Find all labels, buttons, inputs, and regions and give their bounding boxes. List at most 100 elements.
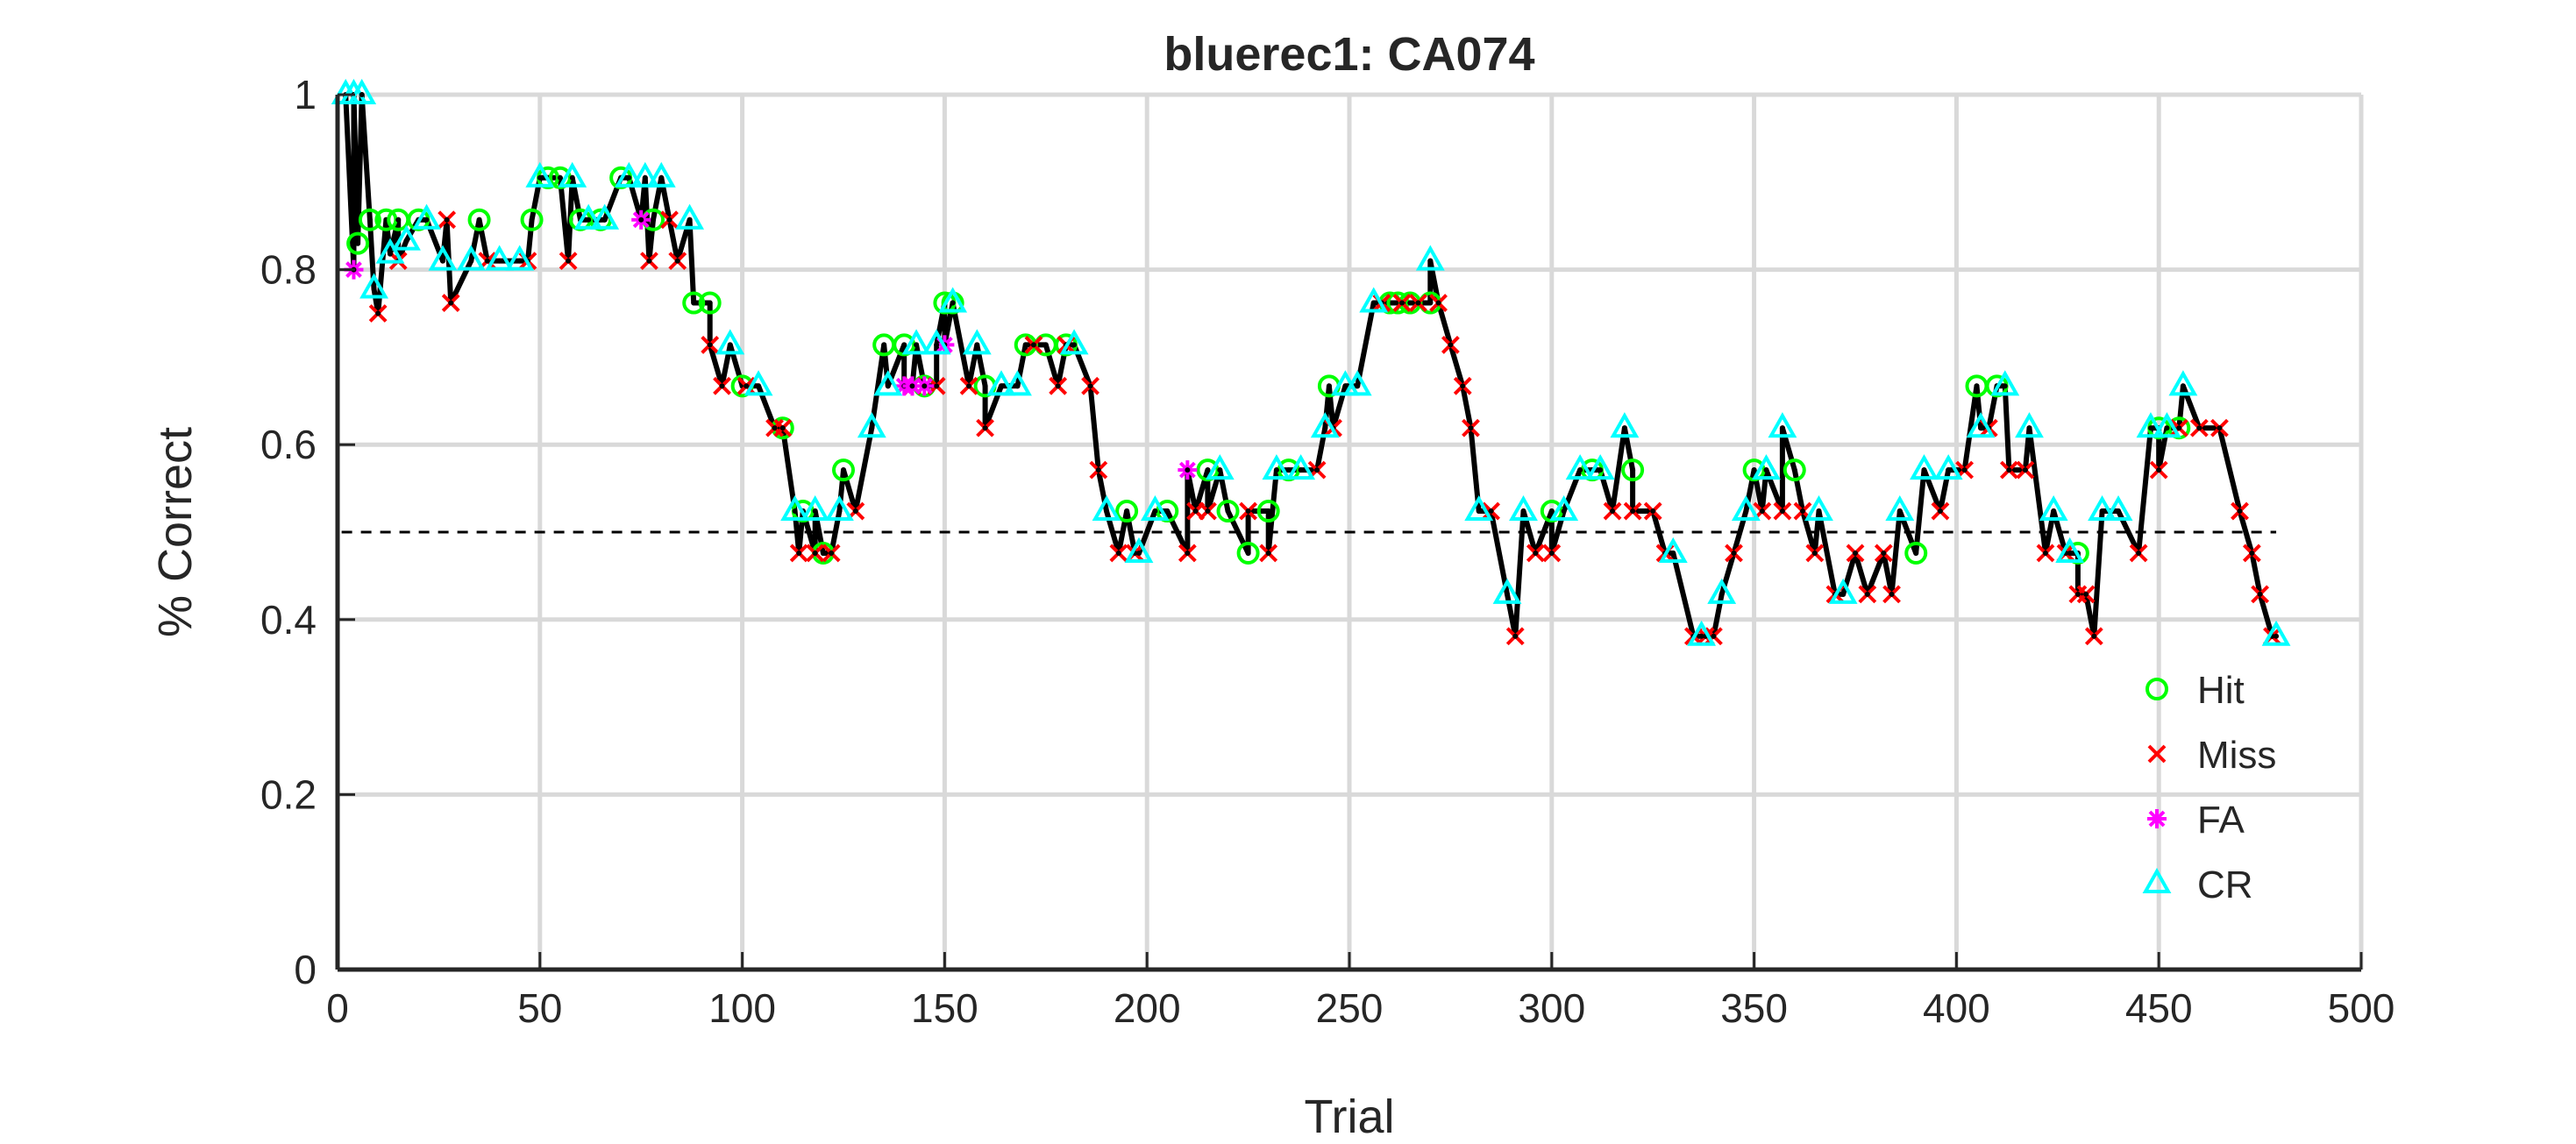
cr-point-dot bbox=[516, 258, 523, 264]
miss-point-dot bbox=[1115, 550, 1121, 556]
hit-marker bbox=[1236, 541, 1260, 565]
legend-label-hit: Hit bbox=[2197, 669, 2245, 712]
hit-point-dot bbox=[395, 217, 402, 223]
fa-point-dot bbox=[922, 383, 928, 389]
hit-point-dot bbox=[691, 300, 697, 306]
cr-marker bbox=[1933, 454, 1963, 480]
x-tick-label: 500 bbox=[2328, 985, 2395, 1031]
miss-point-dot bbox=[744, 383, 750, 389]
cr-point-dot bbox=[934, 342, 940, 348]
cr-marker bbox=[857, 412, 886, 438]
miss-point-dot bbox=[1864, 591, 1870, 597]
cr-point-dot bbox=[1763, 467, 1769, 473]
hit-point-dot bbox=[1913, 550, 1919, 556]
cr-point-dot bbox=[2147, 425, 2153, 431]
cr-marker bbox=[801, 494, 830, 522]
cr-point-dot bbox=[468, 258, 474, 264]
x-tick-label: 100 bbox=[708, 985, 776, 1031]
x-tick-label: 200 bbox=[1114, 985, 1181, 1031]
miss-point-dot bbox=[966, 383, 972, 389]
hit-marker bbox=[1256, 500, 1280, 523]
cr-marker bbox=[986, 370, 1016, 396]
cr-point-dot bbox=[440, 258, 446, 264]
cr-marker bbox=[630, 161, 660, 188]
cr-point-dot bbox=[1217, 467, 1223, 473]
miss-point-dot bbox=[1811, 550, 1818, 556]
cr-marker bbox=[646, 161, 676, 188]
y-tick-labels: 0 0.2 0.4 0.6 0.8 1 bbox=[260, 72, 317, 992]
cr-marker bbox=[525, 161, 555, 188]
miss-point-dot bbox=[1488, 508, 1494, 515]
cr-marker bbox=[1658, 536, 1688, 563]
cr-marker bbox=[744, 370, 773, 396]
cr-point-dot bbox=[1921, 467, 1927, 473]
hit-point-dot bbox=[1326, 383, 1332, 389]
miss-point-dot bbox=[375, 310, 381, 316]
cr-point-dot bbox=[2067, 550, 2073, 556]
hit-point-dot bbox=[1407, 300, 1413, 306]
miss-point-dot bbox=[1779, 508, 1785, 515]
miss-point-dot bbox=[2249, 550, 2255, 556]
x-tick-label: 450 bbox=[2125, 985, 2193, 1031]
cr-marker bbox=[359, 273, 388, 299]
cr-marker bbox=[2168, 370, 2198, 396]
cr-marker bbox=[1003, 370, 1032, 396]
cr-marker bbox=[428, 245, 458, 271]
miss-point-dot bbox=[1185, 550, 1191, 556]
cr-marker bbox=[2136, 412, 2166, 438]
miss-point-dot bbox=[852, 508, 858, 515]
cr-marker bbox=[2055, 536, 2085, 563]
trial-markers bbox=[331, 78, 2291, 646]
miss-point-dot bbox=[444, 217, 450, 223]
miss-point-dot bbox=[2176, 425, 2182, 431]
cr-marker bbox=[1124, 536, 1154, 563]
hit-point-dot bbox=[841, 467, 846, 473]
cr-point-dot bbox=[950, 300, 956, 306]
miss-point-dot bbox=[719, 383, 725, 389]
hit-point-dot bbox=[476, 217, 482, 223]
cr-marker bbox=[873, 370, 903, 396]
miss-point-dot bbox=[1610, 508, 1616, 515]
cr-point-dot bbox=[1520, 508, 1526, 515]
cr-point-dot bbox=[1816, 508, 1822, 515]
cr-point-dot bbox=[2002, 383, 2008, 389]
hit-marker bbox=[698, 291, 722, 315]
cr-point-dot bbox=[792, 508, 798, 515]
cr-marker bbox=[922, 329, 951, 355]
y-tick-label: 0 bbox=[294, 947, 317, 992]
miss-point-dot bbox=[812, 550, 818, 556]
fa-point-dot bbox=[1185, 467, 1191, 473]
hit-point-dot bbox=[1022, 342, 1028, 348]
cr-marker bbox=[1141, 494, 1170, 522]
hit-marker bbox=[832, 458, 855, 482]
cr-marker bbox=[1828, 578, 1858, 604]
cr-point-dot bbox=[1698, 633, 1704, 639]
miss-point-dot bbox=[982, 425, 988, 431]
miss-point-dot bbox=[1759, 508, 1765, 515]
cr-marker bbox=[1768, 412, 1797, 438]
miss-point-dot bbox=[2136, 550, 2142, 556]
miss-point-dot bbox=[1399, 300, 1405, 306]
miss-point-dot bbox=[796, 550, 802, 556]
cr-marker bbox=[558, 161, 587, 188]
hit-marker bbox=[346, 231, 370, 255]
cr-marker bbox=[1752, 454, 1781, 480]
cr-marker bbox=[1804, 494, 1833, 522]
miss-point-dot bbox=[674, 258, 680, 264]
miss-point-dot bbox=[2074, 591, 2081, 597]
cr-marker bbox=[715, 329, 745, 355]
cr-marker bbox=[1509, 494, 1538, 522]
hit-marker bbox=[1783, 458, 1806, 482]
y-tick-label: 0.8 bbox=[260, 247, 317, 293]
legend: Hit Miss FA CR bbox=[2142, 669, 2276, 906]
cr-point-dot bbox=[1896, 508, 1903, 515]
cr-point-dot bbox=[914, 342, 920, 348]
cr-marker bbox=[1262, 454, 1292, 480]
hit-point-dot bbox=[1630, 467, 1636, 473]
hit-point-dot bbox=[1225, 508, 1231, 515]
cr-point-dot bbox=[1427, 258, 1434, 264]
cr-point-dot bbox=[1476, 508, 1482, 515]
hit-point-dot bbox=[651, 217, 657, 223]
miss-point-dot bbox=[1448, 342, 1454, 348]
hit-point-dot bbox=[1427, 300, 1434, 306]
